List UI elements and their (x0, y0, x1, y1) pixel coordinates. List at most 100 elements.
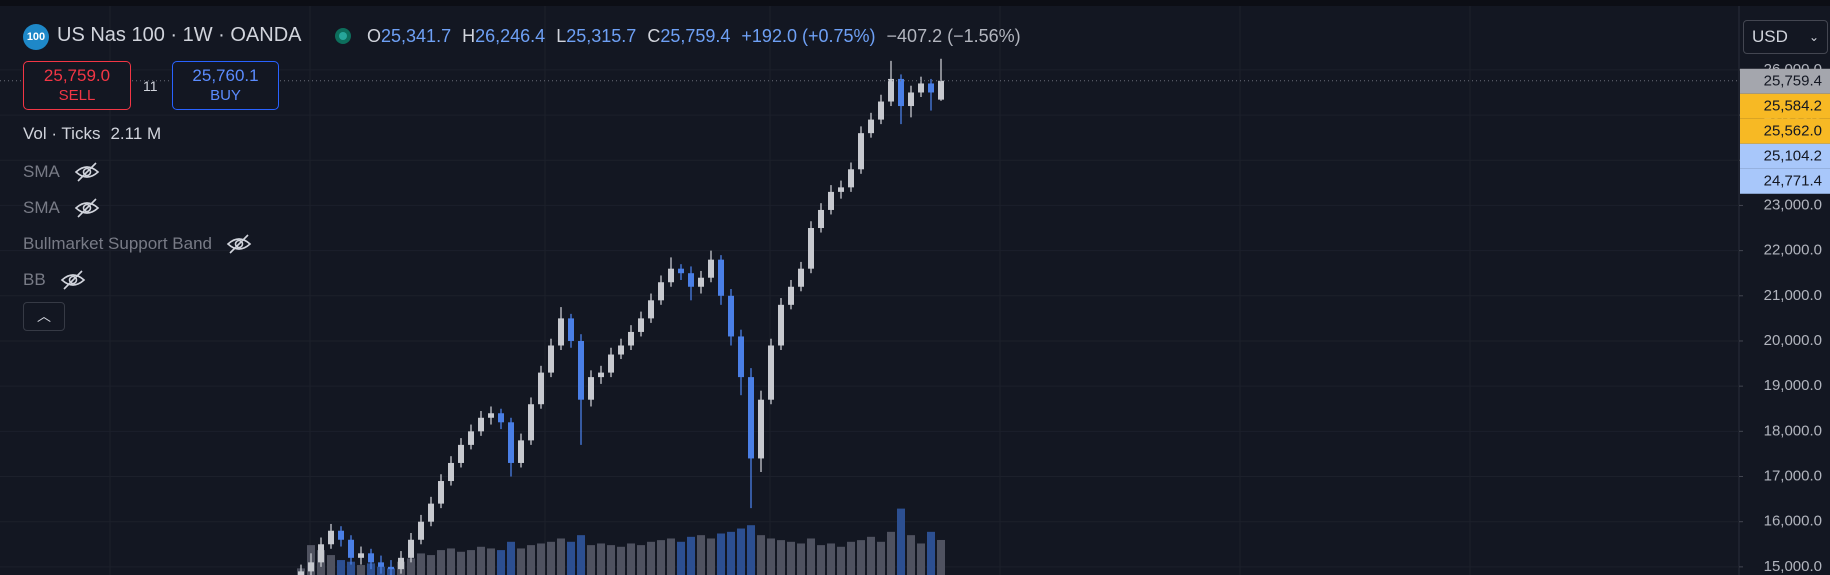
volume-bar (577, 535, 585, 575)
candle (548, 338, 554, 378)
candle-body (808, 228, 814, 269)
candle (378, 555, 384, 574)
open: 25,341.7 (381, 26, 452, 46)
price-label: 25,562.0 (1764, 123, 1822, 140)
volume-bar (687, 536, 695, 575)
candle-body (628, 331, 634, 346)
volume-bar (507, 541, 515, 575)
hidden-icon[interactable] (74, 197, 100, 219)
candle-body (928, 83, 934, 93)
volume-bar (417, 553, 425, 575)
candle-body (418, 521, 424, 540)
candle-body (598, 372, 604, 378)
volume-bar (757, 535, 765, 575)
extra-change: −407.2 (−1.56%) (886, 26, 1021, 46)
volume-bar (527, 545, 535, 575)
candle-body (398, 557, 404, 570)
candle (918, 76, 924, 98)
candle-body (578, 340, 584, 400)
caret: ⌄ (1808, 30, 1819, 44)
buy-button[interactable]: 25,760.1 BUY (172, 61, 279, 110)
candle (348, 535, 354, 565)
candle (848, 162, 854, 192)
price-label: 24,771.4 (1764, 173, 1822, 190)
hidden-icon[interactable] (74, 161, 100, 183)
candle-body (508, 422, 514, 463)
top-bar (0, 0, 1830, 6)
indicator[interactable]: Bullmarket Support Band (23, 233, 252, 255)
candle-body (708, 259, 714, 278)
volume-bar (347, 561, 355, 575)
buy-price: 25,760.1 (192, 66, 259, 85)
candle (478, 410, 484, 436)
candle (488, 406, 494, 425)
candle (678, 264, 684, 280)
candle-body (868, 119, 874, 134)
currency-dropdown[interactable]: USD ⌄ (1743, 20, 1828, 54)
candle-body (778, 304, 784, 346)
candle-body (568, 318, 574, 341)
collapse-button[interactable]: ︿ (23, 302, 65, 331)
candle (598, 365, 604, 384)
candle (668, 257, 674, 287)
volume-bar (657, 540, 665, 575)
c-label: C (647, 26, 661, 46)
sell-button[interactable]: 25,759.0 SELL (23, 61, 131, 110)
volume-bar (797, 543, 805, 575)
candle (408, 532, 414, 563)
candle (358, 546, 364, 565)
l-label: L (556, 26, 567, 46)
candle-body (308, 562, 314, 572)
price-label: 25,759.4 (1764, 73, 1822, 90)
volume-bar (877, 541, 885, 575)
candle (728, 289, 734, 346)
price-label-box (1740, 118, 1830, 144)
volume-bar (927, 531, 935, 575)
buy-label: BUY (210, 87, 241, 104)
volume-bar (837, 546, 845, 575)
candle-body (878, 101, 884, 120)
volume-bar (647, 541, 655, 575)
status-dot (335, 28, 351, 44)
candle (498, 408, 504, 430)
volume-bar (747, 525, 755, 575)
symbol[interactable]: US Nas 100 · 1W · OANDA (57, 24, 302, 46)
volume-bar (487, 548, 495, 575)
volume-bar (357, 565, 365, 575)
candle (458, 438, 464, 468)
volume-bar (887, 531, 895, 575)
hidden-icon[interactable] (60, 269, 86, 291)
volume-indicator[interactable]: Vol · Ticks 2.11 M (23, 124, 161, 144)
candle-body (428, 503, 434, 522)
candle (898, 74, 904, 125)
candle-body (388, 566, 394, 570)
candle (648, 293, 654, 323)
volume-bar (847, 541, 855, 575)
y-tick-label: 21,000.0 (1764, 287, 1822, 304)
candle (878, 94, 884, 125)
volume-bar (917, 543, 925, 575)
volume-bar (907, 535, 915, 575)
candle (528, 397, 534, 445)
candle (798, 261, 804, 292)
indicator[interactable]: SMA (23, 197, 100, 219)
candle (418, 514, 424, 545)
price-label-box (1740, 68, 1830, 94)
volume-bar (497, 550, 505, 575)
candle (538, 365, 544, 409)
indicator[interactable]: SMA (23, 161, 100, 183)
volume-bar (667, 538, 675, 575)
candle (748, 368, 754, 509)
y-tick-label: 23,000.0 (1764, 196, 1822, 213)
hidden-icon[interactable] (226, 233, 252, 255)
candle (328, 523, 334, 549)
candle (518, 433, 524, 468)
vertical-grid (109, 6, 1471, 575)
candle (438, 474, 444, 509)
candle-body (618, 345, 624, 355)
volume-bar (707, 538, 715, 575)
indicator[interactable]: BB (23, 269, 86, 291)
candle-body (538, 372, 544, 405)
volume-bar (537, 543, 545, 575)
candle-body (588, 377, 594, 400)
